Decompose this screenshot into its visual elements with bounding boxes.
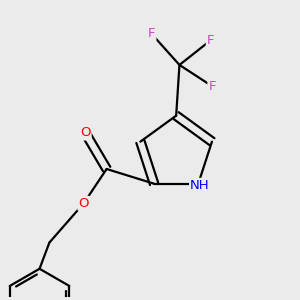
Text: F: F: [207, 34, 214, 47]
Text: NH: NH: [190, 179, 210, 192]
Text: F: F: [208, 80, 216, 93]
Text: O: O: [80, 127, 91, 140]
Text: F: F: [148, 27, 155, 40]
Text: O: O: [79, 197, 89, 210]
